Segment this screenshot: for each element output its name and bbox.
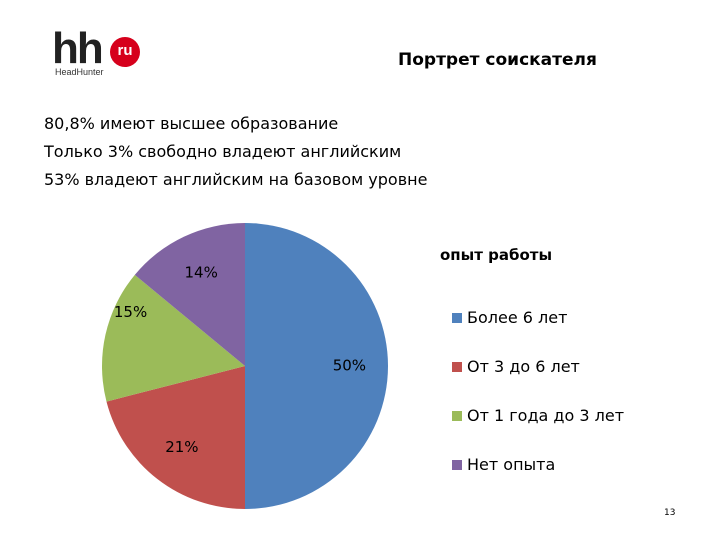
pie-slice	[106, 366, 245, 509]
legend-label: Нет опыта	[467, 455, 556, 474]
legend-title: опыт работы	[440, 246, 553, 264]
legend-swatch	[452, 312, 462, 323]
legend-item: Более 6 лет	[452, 293, 624, 342]
pie-slice	[101, 274, 245, 402]
pie-slice-label: 21%	[165, 438, 198, 456]
legend-label: Более 6 лет	[467, 308, 568, 327]
legend-label: От 1 года до 3 лет	[467, 406, 625, 425]
legend-label: От 3 до 6 лет	[467, 357, 580, 376]
page-title: Портрет соискателя	[398, 50, 597, 70]
legend: Более 6 лет От 3 до 6 лет От 1 года до 3…	[452, 293, 624, 489]
logo-badge: ru	[110, 37, 140, 67]
legend-swatch	[452, 410, 462, 421]
pie-slice-label: 50%	[333, 357, 366, 375]
fact-line: Только 3% свободно владеют английским	[44, 142, 402, 161]
logo-mark: hh	[52, 24, 104, 73]
legend-item: От 1 года до 3 лет	[452, 391, 624, 440]
legend-swatch	[452, 459, 462, 470]
pie-slice	[245, 223, 388, 509]
pie-slice	[134, 222, 245, 366]
logo-badge-text: ru	[117, 42, 133, 59]
facts-list: 80,8% имеют высшее образование Только 3%…	[44, 110, 427, 194]
fact-line: 80,8% имеют высшее образование	[44, 114, 339, 133]
pie-slice-label: 14%	[184, 263, 217, 281]
logo-wordmark: HeadHunter	[55, 67, 104, 77]
pie-slice-label: 15%	[114, 303, 147, 321]
headhunter-logo: hh ru HeadHunter	[52, 24, 144, 80]
legend-item: От 3 до 6 лет	[452, 342, 624, 391]
fact-line: 53% владеют английским на базовом уровне	[44, 170, 428, 189]
page-number: 13	[664, 508, 676, 518]
legend-swatch	[452, 361, 462, 372]
legend-item: Нет опыта	[452, 440, 624, 489]
